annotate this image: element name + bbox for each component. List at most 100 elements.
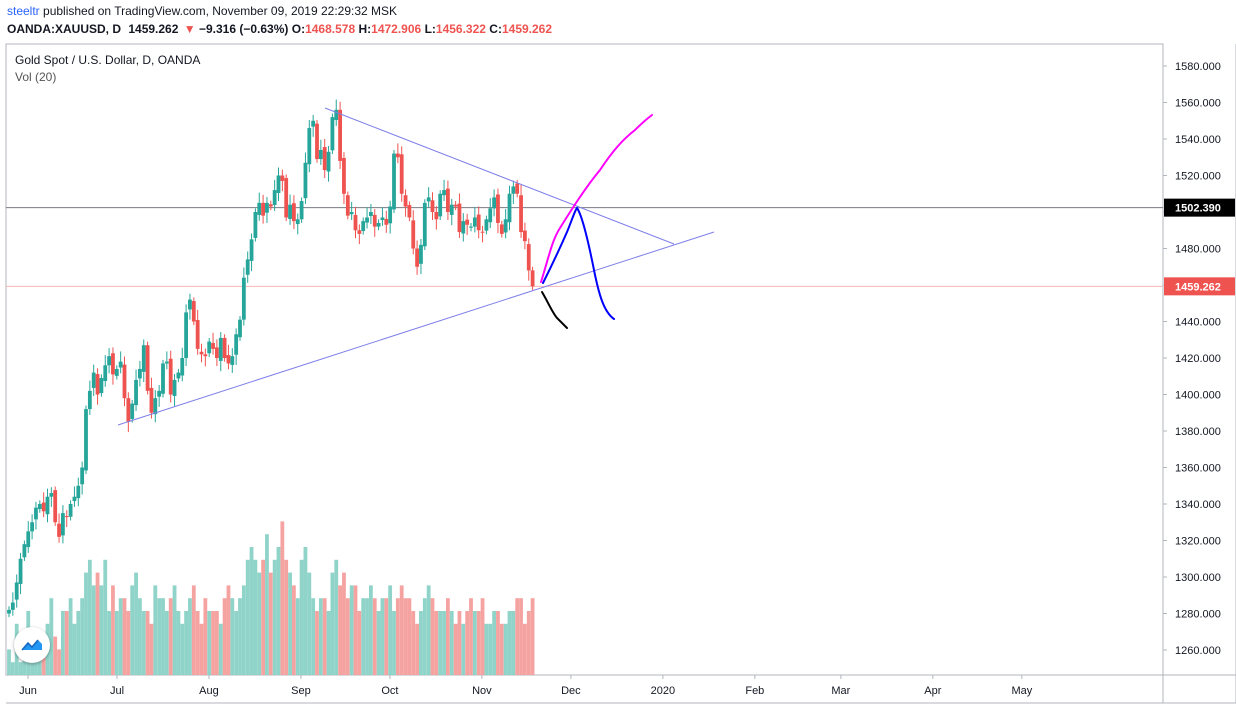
volume-bar [511,611,516,675]
candle-body [207,341,212,354]
candle-body [292,203,296,222]
candle-body [57,523,61,537]
tradingview-logo-icon[interactable] [14,627,50,663]
volume-bar [446,598,450,675]
candle-body [334,109,339,121]
candle-body [284,178,289,218]
volume-bar [30,662,34,675]
volume-bar [265,534,269,675]
volume-bar [295,598,300,675]
volume-bar [7,649,11,675]
time-tick-label: Mar [831,685,850,697]
candle-body [84,409,88,471]
volume-bar [523,623,527,675]
candle-body [365,217,369,223]
volume-bar [195,611,200,675]
volume-bar [499,623,504,675]
candle-body [91,372,96,388]
candle-body [388,206,393,224]
candle-body [226,355,231,364]
volume-bar [172,585,177,675]
volume-bar [349,585,354,675]
candle-body [241,277,246,320]
volume-bar [53,636,58,675]
candle-body [434,212,439,220]
volume-bar [64,611,69,675]
volume-bar [530,598,535,675]
volume-bar [145,611,150,675]
volume-legend: Vol (20) [15,70,57,84]
volume-bar [207,611,212,675]
volume-bar [249,547,254,675]
published-text: published on TradingView.com, November 0… [39,4,398,18]
candle-body [122,364,127,399]
price-tick-label: 1380.000 [1175,426,1221,438]
candle-body [211,343,215,349]
candle-body [157,390,162,397]
down-arrow-icon: ▼ [183,22,196,36]
bullish-projection-path [540,114,653,283]
candle-body [257,202,262,215]
volume-bar [95,572,100,675]
volume-bar [188,598,192,675]
candle-body [272,190,277,206]
candle-body [345,195,350,216]
volume-bar [507,611,512,675]
volume-bar [411,611,416,675]
price-tick-label: 1560.000 [1175,98,1221,110]
candle-body [395,153,400,158]
high-value: 1472.906 [371,22,422,36]
price-tick-label: 1480.000 [1175,244,1221,256]
volume-bar [326,611,331,675]
time-tick-label: Oct [381,685,398,697]
reversal-projection-path [542,206,615,320]
volume-bar [276,547,281,675]
candle-body [76,485,81,499]
author-link[interactable]: steeltr [7,4,40,18]
time-tick-label: Feb [745,685,764,697]
volume-bar [318,598,323,675]
last-price: 1459.262 [128,22,179,36]
candle-body [64,516,69,518]
high-label: H: [358,22,372,36]
volume-bar [245,559,250,675]
price-tick-label: 1280.000 [1175,609,1221,621]
volume-bar [111,585,115,675]
candle-body [426,197,431,202]
time-tick-label: Dec [561,685,581,697]
volume-bar [184,611,188,675]
volume-bar [118,598,123,675]
open-label: O: [291,22,306,36]
triangle-lower-trendline [117,231,715,426]
volume-bar [334,559,339,675]
volume-bar [18,662,23,675]
volume-bar [211,611,215,675]
volume-bar [311,598,316,675]
candle-body [403,195,408,207]
candle-body [411,220,416,249]
volume-bar [215,611,219,675]
candle-body [507,193,512,223]
price-tick-label: 1300.000 [1175,572,1221,584]
candle-body [496,194,500,223]
candle-body [253,212,258,238]
candle-body [461,221,466,234]
volume-bar [469,598,473,675]
volume-bar [480,598,485,675]
candle-body [407,205,412,218]
volume-bar [99,585,104,675]
volume-bar [453,623,458,675]
volume-bar [449,611,454,675]
volume-bar [157,598,162,675]
volume-bar [57,649,61,675]
candle-body [195,320,200,349]
volume-bar [361,598,366,675]
candle-body [68,504,73,517]
candle-body [87,390,92,410]
volume-bar [365,598,369,675]
candle-body [438,193,443,217]
candle-body [330,117,335,151]
volume-bar [315,611,319,675]
volume-bar [203,598,208,675]
